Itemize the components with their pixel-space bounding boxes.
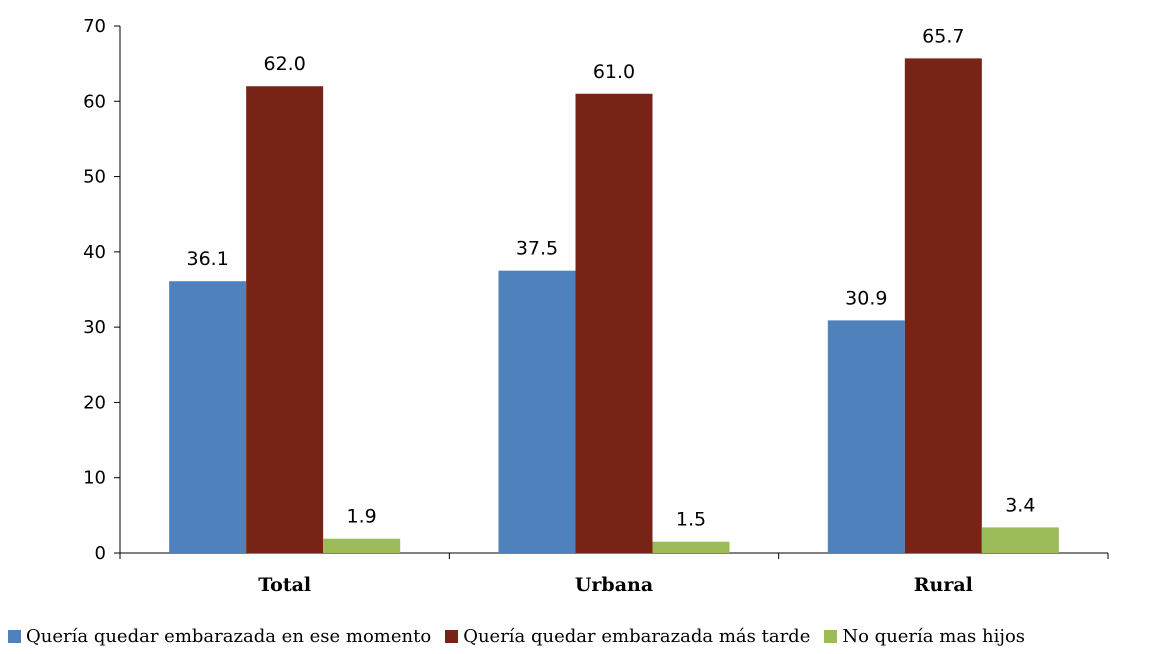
data-label: 37.5 [516,238,558,260]
bar [827,320,905,553]
bar [498,270,576,553]
data-label: 61.0 [593,61,635,83]
y-tick-label: 20 [83,392,106,413]
y-tick-label: 50 [83,167,106,188]
data-labels: 36.1 37.5 30.9 62.0 61.0 65.7 1.9 1.5 3.4 [187,25,1036,530]
bar [981,527,1059,553]
y-tick-label: 30 [83,317,106,338]
data-label: 30.9 [845,287,887,309]
axes: 0 10 20 30 40 50 60 70 Total Urbana Rural [83,16,1109,596]
category-label: Urbana [575,574,653,596]
bars [169,58,1059,553]
data-label: 36.1 [187,248,229,270]
legend-item-series-1: Quería quedar embarazada más tarde [445,626,810,647]
legend-swatch [824,630,838,643]
data-label: 65.7 [922,25,964,47]
y-tick-label: 60 [83,91,106,112]
legend-swatch [8,630,21,643]
legend-swatch [445,630,459,643]
data-label: 1.9 [347,506,377,528]
legend: Quería quedar embarazada en ese momento … [8,626,1025,647]
y-tick-label: 0 [95,543,106,564]
data-label: 3.4 [1005,494,1035,516]
y-tick-label: 70 [83,16,106,37]
bar [323,538,401,553]
legend-label: Quería quedar embarazada en ese momento [26,626,432,647]
legend-label: Quería quedar embarazada más tarde [463,626,811,647]
bar [904,58,982,553]
legend-item-series-2: No quería mas hijos [824,626,1025,647]
bar [246,86,324,553]
y-tick-label: 10 [83,468,106,489]
data-label: 62.0 [264,53,306,75]
data-label: 1.5 [676,509,706,531]
bar [169,281,247,553]
legend-item-series-0: Quería quedar embarazada en ese momento [8,626,431,647]
category-label: Rural [914,574,973,596]
legend-label: No quería mas hijos [842,626,1026,647]
bar [652,541,730,553]
bar-chart: 0 10 20 30 40 50 60 70 Total Urbana Rural 36.1 37.5… [83,16,1109,596]
y-tick-label: 40 [83,242,106,263]
bar [575,93,653,553]
category-label: Total [258,574,311,596]
